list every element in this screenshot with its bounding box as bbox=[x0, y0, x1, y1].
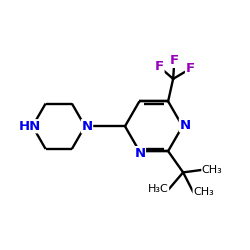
Text: N: N bbox=[82, 120, 92, 133]
Text: F: F bbox=[170, 54, 179, 67]
Text: F: F bbox=[155, 60, 164, 73]
Text: N: N bbox=[180, 119, 190, 132]
Text: F: F bbox=[186, 62, 195, 75]
Text: CH₃: CH₃ bbox=[193, 187, 214, 197]
Text: N: N bbox=[134, 147, 145, 160]
Text: HN: HN bbox=[18, 120, 40, 133]
Text: CH₃: CH₃ bbox=[202, 165, 222, 175]
Text: H₃C: H₃C bbox=[148, 184, 169, 194]
